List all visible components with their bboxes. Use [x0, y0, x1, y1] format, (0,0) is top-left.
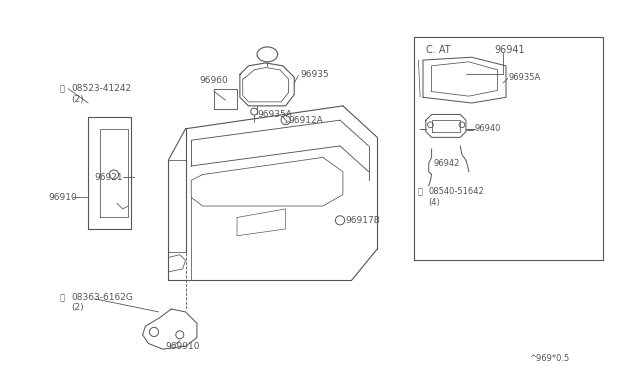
- Text: 08523-41242: 08523-41242: [71, 84, 131, 93]
- Text: 96935: 96935: [300, 70, 329, 79]
- Text: 08363-6162G: 08363-6162G: [71, 293, 133, 302]
- Text: (2): (2): [71, 304, 84, 312]
- Text: 96935A: 96935A: [257, 110, 292, 119]
- Text: 96940: 96940: [474, 124, 501, 133]
- Text: Ⓢ: Ⓢ: [60, 84, 65, 93]
- Text: ^969*0.5: ^969*0.5: [529, 355, 569, 363]
- Text: Ⓢ: Ⓢ: [60, 293, 65, 302]
- Text: 96917B: 96917B: [346, 216, 381, 225]
- Text: 96935A: 96935A: [509, 73, 541, 82]
- Text: 08540-51642: 08540-51642: [428, 187, 484, 196]
- Text: 96941: 96941: [495, 45, 525, 55]
- Text: 969910: 969910: [166, 342, 200, 351]
- Text: 96910: 96910: [48, 193, 77, 202]
- Text: 96942: 96942: [433, 158, 460, 168]
- Text: 96960: 96960: [200, 76, 228, 84]
- Text: C. AT: C. AT: [426, 45, 451, 55]
- Text: (4): (4): [428, 198, 440, 206]
- Text: 96912A: 96912A: [289, 116, 323, 125]
- Text: 96921: 96921: [94, 173, 123, 182]
- Text: (2): (2): [71, 94, 84, 103]
- Text: Ⓢ: Ⓢ: [418, 187, 422, 196]
